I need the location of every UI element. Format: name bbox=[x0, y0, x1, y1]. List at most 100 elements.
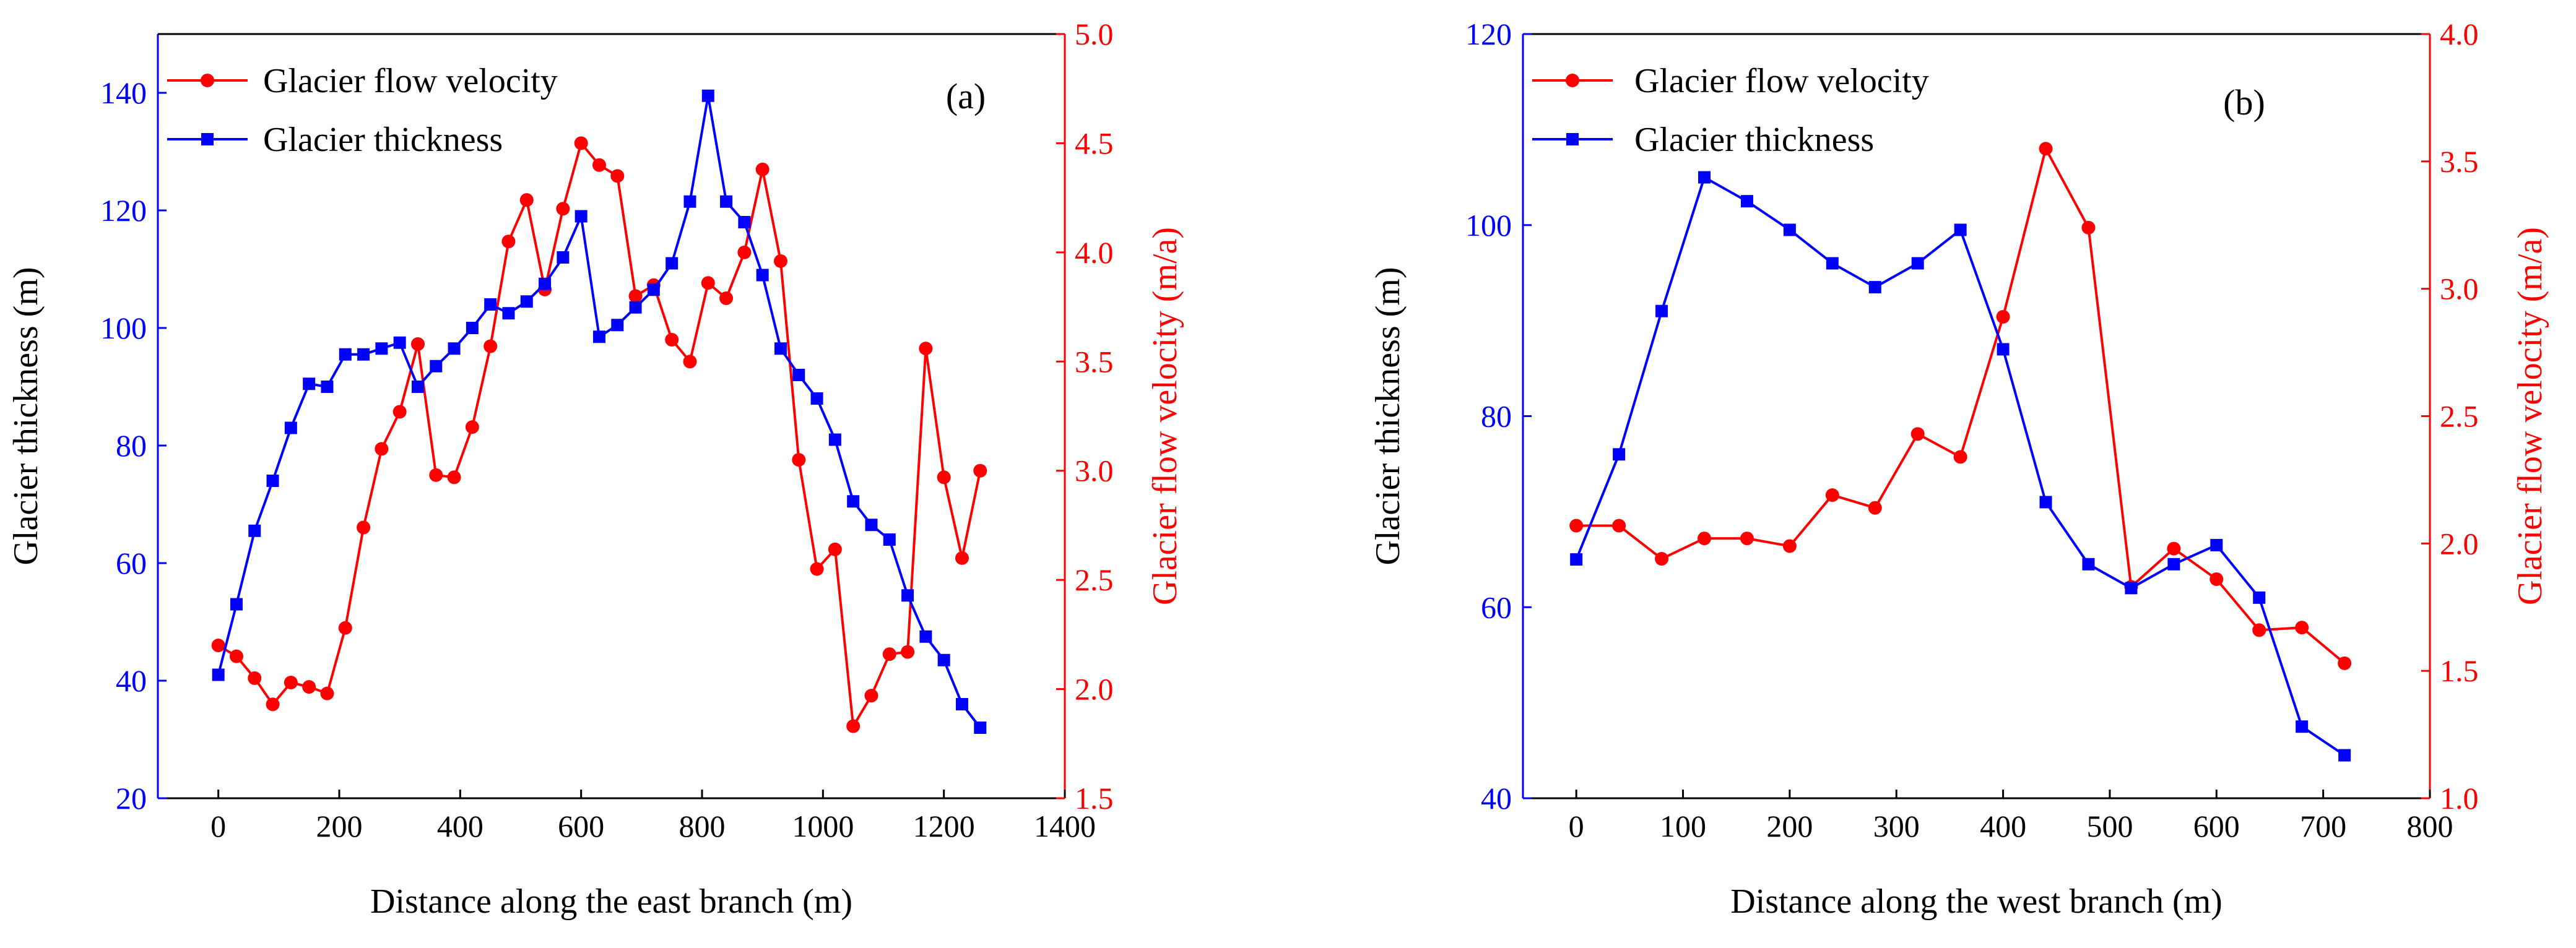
velocity-point bbox=[1868, 501, 1882, 515]
thickness-point bbox=[683, 195, 696, 208]
legend-label: Glacier flow velocity bbox=[263, 62, 558, 100]
velocity-point bbox=[211, 639, 225, 652]
velocity-point bbox=[846, 719, 861, 733]
x-tick-label: 600 bbox=[558, 809, 604, 843]
thickness-point bbox=[303, 377, 316, 390]
velocity-point bbox=[2338, 656, 2352, 670]
right-y-tick-label: 3.5 bbox=[2440, 144, 2479, 179]
right-y-axis-title: Glacier flow velocity (m/a) bbox=[2511, 227, 2549, 605]
chart-panel-a: 0 200 400 600 800 1000 1200 1400 20 40 60 80 100 120 1… bbox=[7, 17, 1184, 921]
x-tick-label: 1400 bbox=[1034, 809, 1096, 843]
thickness-point bbox=[520, 295, 533, 308]
thickness-point bbox=[810, 392, 823, 405]
velocity-point bbox=[1953, 450, 1967, 464]
thickness-point bbox=[448, 342, 461, 355]
thickness-point bbox=[666, 257, 679, 270]
thickness-point bbox=[248, 524, 261, 537]
x-tick-label: 400 bbox=[1980, 809, 2026, 843]
right-y-tick-label: 3.5 bbox=[1075, 344, 1114, 379]
velocity-point bbox=[828, 542, 842, 556]
legend-marker bbox=[201, 133, 214, 145]
velocity-point bbox=[701, 276, 715, 290]
velocity-point bbox=[864, 689, 878, 703]
thickness-point bbox=[792, 369, 805, 381]
thickness-point bbox=[629, 301, 642, 314]
thickness-point bbox=[393, 336, 406, 349]
left-y-tick-label: 100 bbox=[100, 311, 147, 345]
velocity-point bbox=[1612, 519, 1626, 533]
thickness-point bbox=[2296, 720, 2309, 733]
thickness-point bbox=[2082, 558, 2095, 571]
thickness-point bbox=[592, 330, 605, 343]
x-tick-label: 300 bbox=[1873, 809, 1920, 843]
velocity-point bbox=[338, 621, 352, 635]
right-y-tick-label: 3.0 bbox=[2440, 272, 2479, 306]
velocity-point bbox=[574, 136, 588, 150]
x-axis-title: Distance along the west branch (m) bbox=[1730, 882, 2223, 921]
thickness-point bbox=[611, 319, 624, 332]
velocity-point bbox=[2210, 572, 2224, 586]
velocity-point bbox=[792, 453, 806, 467]
left-y-tick-label: 60 bbox=[1481, 590, 1512, 624]
velocity-point bbox=[1655, 552, 1669, 566]
velocity-point bbox=[465, 420, 479, 434]
left-y-tick-label: 120 bbox=[1465, 17, 1512, 51]
velocity-point bbox=[1825, 488, 1839, 502]
thickness-point bbox=[974, 722, 987, 734]
legend-marker bbox=[1566, 74, 1579, 87]
velocity-point bbox=[2167, 541, 2181, 556]
left-y-axis-title: Glacier thickness (m) bbox=[1369, 267, 1407, 565]
x-tick-label: 600 bbox=[2193, 809, 2240, 843]
thickness-point bbox=[774, 342, 787, 355]
velocity-point bbox=[410, 337, 425, 351]
right-y-tick-label: 2.5 bbox=[2440, 399, 2479, 434]
thickness-point bbox=[430, 360, 443, 373]
velocity-point bbox=[556, 202, 570, 216]
velocity-point bbox=[610, 169, 625, 183]
thickness-point bbox=[212, 668, 225, 681]
thickness-point bbox=[230, 598, 243, 611]
thickness-series-line bbox=[1575, 175, 2346, 757]
legend-label: Glacier thickness bbox=[263, 121, 503, 159]
thickness-point bbox=[539, 277, 552, 290]
x-tick-label: 0 bbox=[210, 809, 226, 843]
thickness-point bbox=[466, 322, 479, 334]
right-y-tick-label: 2.5 bbox=[1075, 562, 1114, 597]
thickness-point bbox=[1740, 195, 1753, 208]
thickness-point bbox=[575, 210, 588, 223]
chart-panel-b: 0 100 200 300 400 500 600 700 800 40 60 80 100 120 1.0… bbox=[1369, 17, 2549, 921]
velocity-point bbox=[1740, 532, 1754, 546]
thickness-point bbox=[883, 533, 896, 546]
thickness-point bbox=[484, 298, 497, 311]
x-tick-label: 0 bbox=[1569, 809, 1584, 843]
velocity-point bbox=[973, 463, 987, 478]
legend: Glacier flow velocity Glacier thickness bbox=[167, 62, 558, 159]
thickness-point bbox=[720, 195, 733, 208]
legend-marker bbox=[1566, 133, 1579, 145]
velocity-point bbox=[392, 405, 407, 419]
thickness-point bbox=[647, 283, 660, 296]
velocity-point bbox=[320, 686, 334, 700]
thickness-point bbox=[1954, 223, 1967, 236]
x-tick-label: 400 bbox=[437, 809, 484, 843]
right-y-tick-label: 2.0 bbox=[2440, 526, 2479, 561]
velocity-point bbox=[1782, 539, 1797, 553]
panel-label: (a) bbox=[946, 76, 986, 116]
left-y-tick-label: 20 bbox=[116, 781, 147, 816]
thickness-point bbox=[375, 342, 388, 355]
panel-label: (b) bbox=[2223, 82, 2265, 123]
x-tick-label: 1200 bbox=[913, 809, 975, 843]
velocity-point bbox=[2252, 623, 2266, 637]
right-y-tick-label: 2.0 bbox=[1075, 672, 1114, 707]
velocity-point bbox=[429, 468, 443, 482]
thickness-point bbox=[411, 381, 424, 393]
left-y-tick-label: 40 bbox=[1481, 781, 1512, 816]
right-y-tick-label: 3.0 bbox=[1075, 454, 1114, 488]
velocity-point bbox=[719, 291, 734, 305]
thickness-point bbox=[266, 475, 279, 487]
thickness-point bbox=[502, 307, 515, 320]
thickness-point bbox=[901, 589, 914, 602]
thickness-point bbox=[2253, 591, 2266, 604]
legend: Glacier flow velocity Glacier thickness bbox=[1532, 62, 1929, 159]
x-axis-title: Distance along the east branch (m) bbox=[370, 882, 852, 921]
